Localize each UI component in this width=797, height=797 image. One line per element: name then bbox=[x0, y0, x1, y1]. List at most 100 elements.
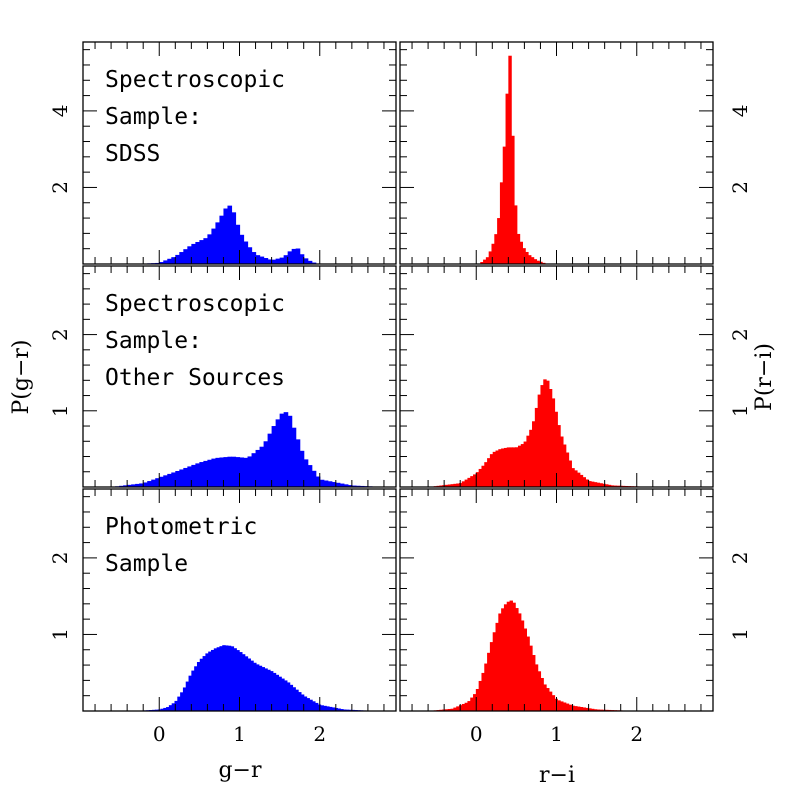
histogram-bar bbox=[311, 470, 317, 487]
histogram-bar bbox=[250, 660, 254, 711]
histogram-bar bbox=[247, 456, 253, 487]
histogram-bar bbox=[585, 707, 589, 711]
histogram-bar bbox=[263, 441, 269, 487]
histogram-bar bbox=[295, 248, 301, 264]
histogram-bar bbox=[219, 215, 225, 264]
histogram-bars bbox=[428, 379, 651, 487]
histogram-bar bbox=[205, 653, 209, 711]
histogram-bar bbox=[292, 687, 296, 711]
histogram-bar bbox=[247, 247, 253, 264]
histogram-bar bbox=[275, 674, 280, 711]
histogram-bar bbox=[319, 479, 325, 487]
panel-annotation-line: SDSS bbox=[105, 141, 160, 167]
panel-annotation-line: Photometric bbox=[105, 514, 257, 540]
histogram-bar bbox=[596, 709, 601, 711]
histogram-bar bbox=[315, 476, 321, 487]
histogram-bar bbox=[147, 481, 152, 487]
histogram-bar bbox=[267, 259, 273, 264]
histogram-bar bbox=[456, 706, 460, 711]
histogram-bar bbox=[323, 480, 329, 487]
histogram-bar bbox=[175, 471, 180, 487]
histogram-bar bbox=[475, 688, 480, 711]
histogram-bar bbox=[230, 646, 235, 711]
histogram-bar bbox=[591, 481, 595, 487]
histogram-bar bbox=[123, 485, 128, 487]
histogram-bar bbox=[565, 452, 570, 487]
histogram-bar bbox=[613, 485, 617, 487]
histogram-bar bbox=[231, 456, 237, 487]
histogram-bar bbox=[227, 205, 233, 264]
histogram-bar bbox=[512, 602, 516, 711]
histogram-bar bbox=[243, 457, 249, 487]
histogram-bar bbox=[579, 474, 584, 487]
histogram-bar bbox=[195, 241, 200, 264]
y-ticks bbox=[400, 496, 713, 697]
histogram-bar bbox=[295, 689, 299, 711]
histogram-bar bbox=[281, 678, 285, 711]
histogram-bar bbox=[467, 701, 471, 711]
panel-bottom-right: 0 1 2 1 2 bbox=[399, 488, 752, 746]
histogram-bar bbox=[523, 628, 527, 711]
histogram-bar bbox=[331, 482, 337, 487]
y-axis-label-right: P(r−i) bbox=[752, 343, 777, 411]
panel-top-right: 24 bbox=[399, 41, 752, 265]
histogram-bar bbox=[450, 708, 454, 711]
histogram-bar bbox=[159, 476, 164, 487]
histogram-bar bbox=[491, 243, 495, 264]
histogram-bar bbox=[258, 665, 263, 711]
histogram-bar bbox=[211, 649, 215, 711]
histogram-bar bbox=[291, 427, 297, 487]
y-tick-label: 2 bbox=[728, 328, 752, 341]
histogram-bar bbox=[351, 485, 357, 487]
histogram-bar bbox=[498, 449, 502, 487]
y-tick-label: 2 bbox=[728, 552, 752, 565]
histogram-bar bbox=[557, 700, 561, 711]
histogram-bar bbox=[223, 457, 229, 487]
histogram-bar bbox=[335, 482, 341, 487]
histogram-bar bbox=[487, 652, 491, 711]
histogram-bar bbox=[179, 252, 184, 264]
histogram-bar bbox=[444, 709, 449, 711]
histogram-bar bbox=[177, 696, 181, 711]
histogram-bar bbox=[270, 671, 274, 711]
y-ticks bbox=[400, 49, 713, 250]
histogram-bar bbox=[127, 484, 132, 487]
histogram-bar bbox=[275, 419, 281, 487]
histogram-bar bbox=[195, 463, 200, 487]
histogram-bar bbox=[187, 246, 192, 264]
histogram-bar bbox=[487, 458, 491, 487]
histogram-bar bbox=[560, 701, 564, 711]
histogram-bar bbox=[227, 645, 232, 711]
histogram-bar bbox=[562, 702, 567, 711]
histogram-bar bbox=[557, 425, 561, 487]
histogram-bar bbox=[616, 485, 620, 487]
histogram-bar bbox=[183, 467, 188, 487]
histogram-bar bbox=[453, 483, 457, 487]
histogram-bar bbox=[467, 477, 471, 487]
histogram-bar bbox=[307, 465, 313, 487]
histogram-bar bbox=[340, 709, 344, 711]
histogram-bar bbox=[593, 709, 598, 711]
histogram-bar bbox=[546, 688, 550, 711]
histogram-bar bbox=[565, 703, 570, 711]
histogram-bar bbox=[534, 664, 539, 711]
histogram-bar bbox=[484, 663, 488, 711]
histogram-bar bbox=[267, 669, 271, 711]
histogram-bar bbox=[591, 708, 595, 711]
histogram-bar bbox=[263, 258, 269, 264]
histogram-bar bbox=[299, 450, 305, 487]
panel-middle-right: 12 bbox=[399, 265, 752, 488]
histogram-bar bbox=[343, 484, 349, 487]
histogram-bar bbox=[610, 485, 615, 487]
histogram-bar bbox=[303, 696, 308, 711]
histogram-bar bbox=[529, 645, 533, 711]
histogram-bar bbox=[199, 658, 204, 711]
histogram-bar bbox=[579, 707, 584, 711]
histogram-bar bbox=[323, 705, 327, 711]
histogram-bars bbox=[428, 600, 637, 711]
histogram-bar bbox=[506, 447, 511, 487]
histogram-bar bbox=[530, 257, 535, 264]
histogram-bar bbox=[179, 469, 184, 487]
histogram-bar bbox=[339, 483, 345, 487]
x-ticks bbox=[94, 266, 385, 487]
